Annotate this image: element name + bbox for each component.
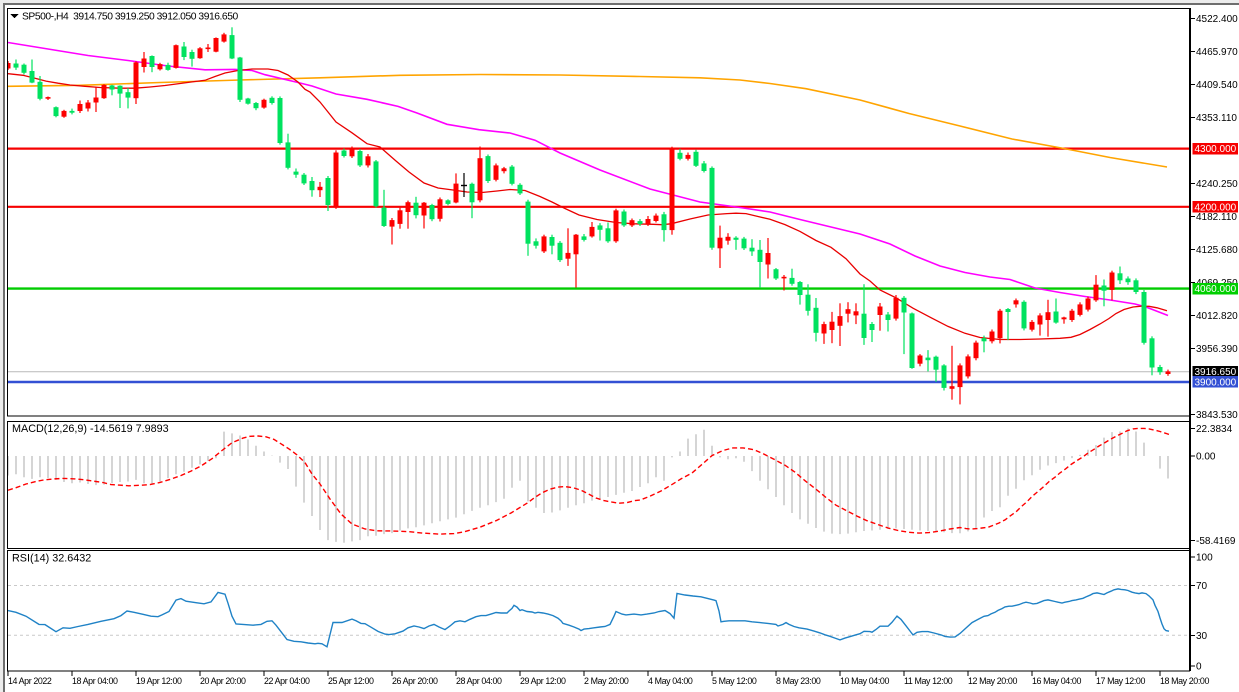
svg-text:SP500-,H4 3914.750 3919.250 3: SP500-,H4 3914.750 3919.250 3912.050 391… <box>22 12 238 23</box>
svg-text:17 May 12:00: 17 May 12:00 <box>1096 676 1145 686</box>
svg-text:8 May 23:00: 8 May 23:00 <box>776 676 821 686</box>
svg-text:11 May 12:00: 11 May 12:00 <box>904 676 953 686</box>
svg-text:100: 100 <box>1196 553 1213 564</box>
svg-text:30: 30 <box>1196 631 1208 642</box>
svg-text:4409.540: 4409.540 <box>1196 80 1238 91</box>
svg-text:16 May 04:00: 16 May 04:00 <box>1032 676 1081 686</box>
svg-text:22 Apr 04:00: 22 Apr 04:00 <box>264 676 310 686</box>
svg-text:10 May 04:00: 10 May 04:00 <box>840 676 889 686</box>
svg-text:14 Apr 2022: 14 Apr 2022 <box>8 676 52 686</box>
svg-text:28 Apr 04:00: 28 Apr 04:00 <box>456 676 502 686</box>
svg-text:20 Apr 20:00: 20 Apr 20:00 <box>200 676 246 686</box>
svg-text:3956.390: 3956.390 <box>1196 344 1238 355</box>
svg-text:4465.970: 4465.970 <box>1196 47 1238 58</box>
svg-text:19 Apr 12:00: 19 Apr 12:00 <box>136 676 182 686</box>
svg-text:12 May 20:00: 12 May 20:00 <box>968 676 1017 686</box>
svg-text:4522.400: 4522.400 <box>1196 14 1238 25</box>
svg-text:22.3834: 22.3834 <box>1196 424 1233 435</box>
svg-text:4182.110: 4182.110 <box>1196 212 1237 223</box>
svg-text:18 Apr 04:00: 18 Apr 04:00 <box>72 676 118 686</box>
svg-text:18 May 20:00: 18 May 20:00 <box>1160 676 1209 686</box>
svg-text:4200.000: 4200.000 <box>1195 202 1237 213</box>
svg-text:4125.680: 4125.680 <box>1196 245 1238 256</box>
svg-text:3843.530: 3843.530 <box>1196 410 1238 421</box>
svg-text:4060.000: 4060.000 <box>1195 284 1237 295</box>
svg-text:RSI(14) 32.6432: RSI(14) 32.6432 <box>12 553 91 565</box>
svg-text:4353.110: 4353.110 <box>1196 113 1237 124</box>
svg-text:-58.4169: -58.4169 <box>1196 536 1236 547</box>
svg-text:5 May 12:00: 5 May 12:00 <box>712 676 757 686</box>
svg-text:4012.820: 4012.820 <box>1196 311 1238 322</box>
svg-text:4240.250: 4240.250 <box>1196 179 1238 190</box>
svg-text:2 May 20:00: 2 May 20:00 <box>584 676 629 686</box>
svg-text:4 May 04:00: 4 May 04:00 <box>648 676 693 686</box>
svg-text:26 Apr 20:00: 26 Apr 20:00 <box>392 676 438 686</box>
svg-text:3916.650: 3916.650 <box>1195 367 1237 378</box>
svg-text:0: 0 <box>1196 662 1202 673</box>
svg-text:0.00: 0.00 <box>1196 452 1216 463</box>
svg-text:3900.000: 3900.000 <box>1195 378 1237 389</box>
svg-text:4300.000: 4300.000 <box>1195 144 1237 155</box>
svg-text:70: 70 <box>1196 581 1208 592</box>
svg-text:MACD(12,26,9) -14.5619 7.9893: MACD(12,26,9) -14.5619 7.9893 <box>12 423 169 435</box>
svg-text:29 Apr 12:00: 29 Apr 12:00 <box>520 676 566 686</box>
svg-text:25 Apr 12:00: 25 Apr 12:00 <box>328 676 374 686</box>
